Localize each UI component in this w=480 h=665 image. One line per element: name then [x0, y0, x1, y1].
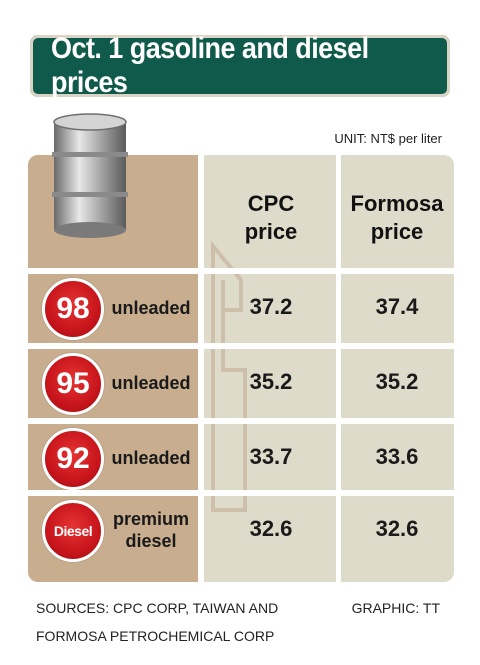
chart-title: Oct. 1 gasoline and diesel prices — [51, 32, 369, 99]
header-cpc-line2: price — [244, 219, 298, 244]
fuel-badge: Diesel — [42, 500, 104, 562]
row-divider — [28, 343, 454, 349]
fuel-label-line2: diesel — [125, 531, 177, 551]
fuel-label: unleaded — [110, 297, 192, 319]
fuel-badge: 95 — [42, 353, 104, 415]
sources-line1: SOURCES: CPC CORP, TAIWAN AND — [36, 600, 279, 616]
fuel-badge: 92 — [42, 428, 104, 490]
cpc-price-cell: 37.2 — [249, 294, 293, 319]
header-formosa-line1: Formosa — [350, 191, 444, 216]
row-divider — [28, 418, 454, 424]
fuel-label-line1: unleaded — [111, 448, 191, 468]
sources-note: SOURCES: CPC CORP, TAIWAN AND FORMOSA PE… — [36, 594, 278, 650]
title-bar: Oct. 1 gasoline and diesel prices — [30, 32, 450, 99]
fuel-label-line1: unleaded — [111, 298, 191, 318]
unit-label: UNIT: NT$ per liter — [334, 131, 442, 146]
row-divider — [28, 268, 454, 274]
header-cpc-line1: CPC — [247, 191, 295, 216]
row-divider — [28, 490, 454, 496]
cpc-price-cell: 35.2 — [249, 369, 293, 394]
fuel-label: unleaded — [110, 372, 192, 394]
formosa-price-cell: 35.2 — [375, 369, 419, 394]
formosa-price-cell: 37.4 — [375, 294, 419, 319]
header-formosa: Formosa price — [342, 190, 452, 246]
cpc-price-cell: 33.7 — [249, 444, 293, 469]
fuel-label: unleaded — [110, 447, 192, 469]
fuel-label: premium diesel — [110, 508, 192, 552]
formosa-price-cell: 33.6 — [375, 444, 419, 469]
fuel-badge: 98 — [42, 278, 104, 340]
column-divider — [198, 155, 204, 582]
header-cpc: CPC price — [208, 190, 334, 246]
oil-barrel-icon — [52, 113, 128, 238]
header-formosa-line2: price — [370, 219, 424, 244]
cpc-price-cell: 32.6 — [249, 516, 293, 541]
fuel-label-line1: unleaded — [111, 373, 191, 393]
fuel-pump-icon — [211, 240, 247, 512]
sources-line2: FORMOSA PETROCHEMICAL CORP — [36, 628, 275, 644]
fuel-label-line1: premium — [112, 509, 190, 529]
graphic-credit: GRAPHIC: TT — [351, 600, 440, 616]
formosa-price-cell: 32.6 — [375, 516, 419, 541]
column-divider — [336, 155, 341, 582]
